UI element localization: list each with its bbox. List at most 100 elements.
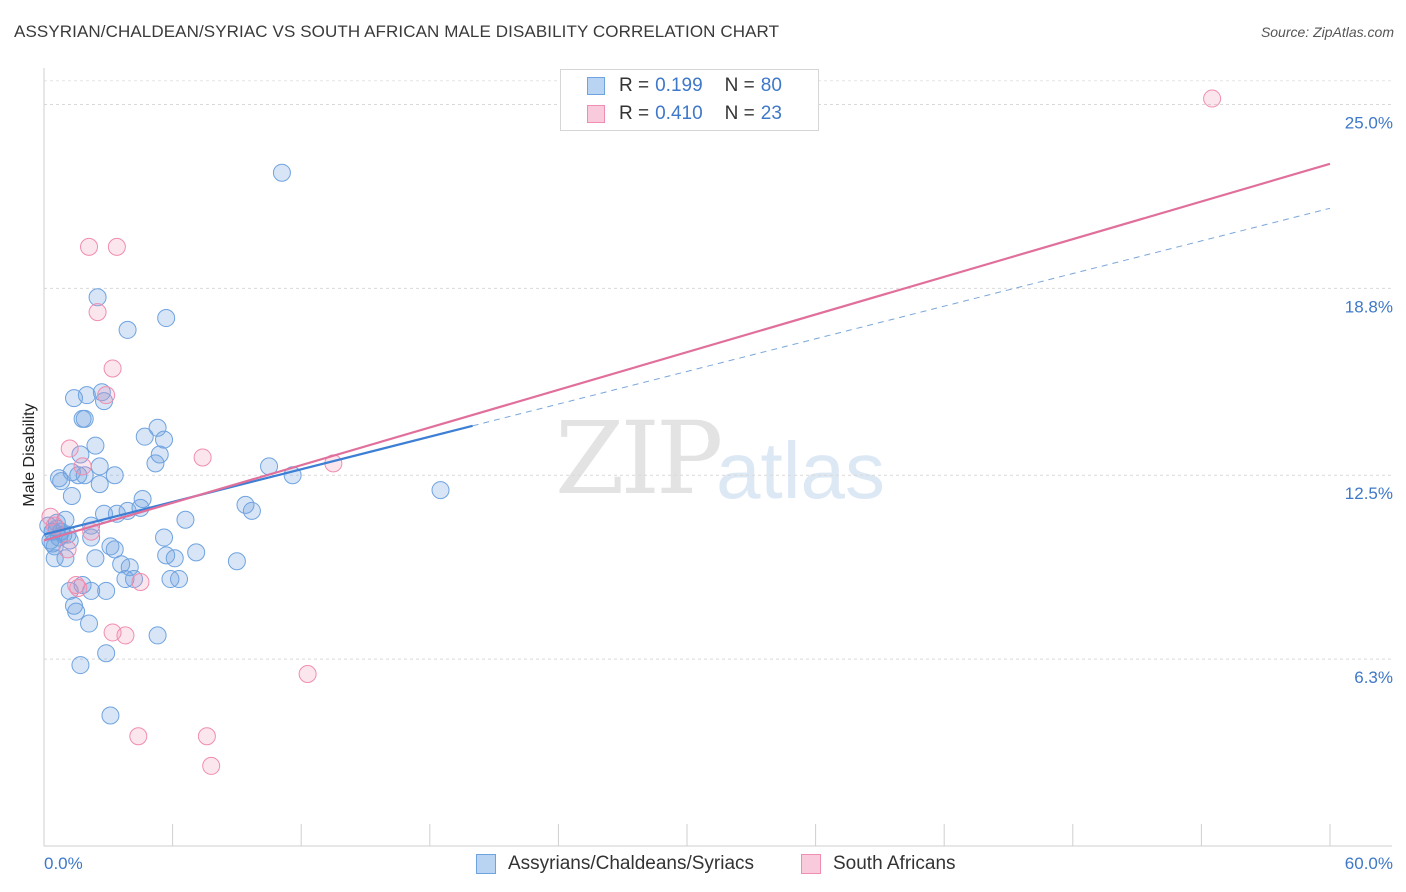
data-point-assyrians: [227, 552, 246, 571]
legend-r-label: R =: [619, 75, 650, 96]
data-point-assyrians: [148, 418, 167, 437]
x-tick-label: 60.0%: [1345, 854, 1393, 873]
data-point-assyrians: [101, 706, 120, 725]
data-point-south-africans: [131, 573, 150, 592]
y-tick-label: 18.8%: [1345, 297, 1393, 316]
data-point-south-africans: [60, 439, 79, 458]
series-legend-item-assyrians: Assyrians/Chaldeans/Syriacs: [476, 853, 754, 875]
series-legend: Assyrians/Chaldeans/Syriacs South Africa…: [0, 853, 1406, 877]
legend-n-label: N =: [724, 103, 755, 124]
data-point-assyrians: [90, 457, 109, 476]
data-point-assyrians: [105, 466, 124, 485]
data-point-assyrians: [80, 614, 99, 633]
data-point-assyrians: [67, 602, 86, 621]
series-legend-item-south-africans: South Africans: [801, 853, 956, 875]
data-point-assyrians: [135, 427, 154, 446]
legend-r-value: 0.199: [655, 75, 703, 96]
data-point-south-africans: [193, 448, 212, 467]
data-point-assyrians: [56, 549, 75, 568]
data-point-assyrians: [75, 409, 94, 428]
watermark-atlas: atlas: [716, 426, 885, 515]
trend-line-assyrians: [43, 424, 473, 536]
data-point-assyrians: [431, 481, 450, 500]
series-legend-label: Assyrians/Chaldeans/Syriacs: [508, 853, 755, 874]
source-credit: Source: ZipAtlas.com: [1260, 24, 1394, 40]
legend-r-value: 0.410: [655, 103, 703, 124]
data-point-assyrians: [52, 472, 71, 491]
data-point-assyrians: [187, 543, 206, 562]
data-point-assyrians: [45, 549, 64, 568]
data-point-assyrians: [272, 163, 291, 182]
legend-row-assyrians: R = 0.199 N = 80: [587, 73, 782, 99]
data-point-assyrians: [97, 644, 116, 663]
trend-lines: [43, 162, 1331, 542]
data-point-south-africans: [58, 540, 77, 559]
correlation-legend: R = 0.199 N = 80 R = 0.410 N = 23: [560, 69, 819, 131]
data-point-south-africans: [107, 237, 126, 256]
trend-line-assyrians-extension: [472, 207, 1331, 427]
legend-n-value: 23: [760, 103, 782, 124]
data-point-assyrians: [97, 581, 116, 600]
tick-labels: 6.3% 12.5% 18.8% 25.0% 0.0% 60.0% Male Disabil…: [21, 113, 1393, 873]
data-point-assyrians: [75, 466, 94, 485]
legend-n-label: N =: [724, 75, 755, 96]
data-point-assyrians: [242, 501, 261, 520]
legend-swatch-pink: [587, 105, 605, 123]
data-point-south-africans: [73, 457, 92, 476]
data-point-assyrians: [146, 454, 165, 473]
watermark-zip: ZIP: [555, 400, 723, 517]
data-point-assyrians: [170, 570, 189, 589]
data-point-assyrians: [150, 445, 169, 464]
data-point-south-africans: [80, 237, 99, 256]
axes: [43, 68, 1392, 847]
trend-line-south-africans: [43, 162, 1331, 542]
data-point-assyrians: [165, 549, 184, 568]
data-point-south-africans: [103, 359, 122, 378]
data-point-assyrians: [86, 549, 105, 568]
chart-title: ASSYRIAN/CHALDEAN/SYRIAC VS SOUTH AFRICA…: [14, 22, 780, 41]
data-point-assyrians: [69, 466, 88, 485]
data-point-assyrians: [90, 475, 109, 494]
legend-row-south-africans: R = 0.410 N = 23: [587, 101, 782, 127]
y-tick-label: 12.5%: [1345, 484, 1393, 503]
data-point-south-africans: [116, 626, 135, 645]
data-point-south-africans: [197, 727, 216, 746]
data-point-assyrians: [155, 528, 174, 547]
data-point-south-africans: [97, 386, 116, 405]
data-point-assyrians: [118, 320, 137, 339]
data-point-south-africans: [298, 664, 317, 683]
series-swatch-blue: [476, 854, 496, 874]
data-point-assyrians: [157, 309, 176, 328]
data-point-assyrians: [88, 288, 107, 307]
data-point-south-africans: [129, 727, 148, 746]
y-axis-label: Male Disability: [21, 403, 38, 506]
y-tick-label: 25.0%: [1345, 113, 1393, 132]
data-point-assyrians: [155, 430, 174, 449]
data-point-assyrians: [62, 487, 81, 506]
data-points: [39, 89, 1222, 775]
data-point-south-africans: [67, 575, 86, 594]
data-point-assyrians: [71, 656, 90, 675]
data-point-assyrians: [86, 436, 105, 455]
data-point-assyrians: [133, 489, 152, 508]
series-legend-label: South Africans: [833, 853, 956, 874]
data-point-south-africans: [41, 507, 60, 526]
data-point-south-africans: [1203, 89, 1222, 108]
x-tick-label: 0.0%: [44, 854, 83, 873]
data-point-assyrians: [77, 386, 96, 405]
data-point-south-africans: [69, 578, 88, 597]
legend-n-value: 80: [760, 75, 782, 96]
data-point-assyrians: [148, 626, 167, 645]
data-point-assyrians: [120, 558, 139, 577]
legend-swatch-blue: [587, 77, 605, 95]
data-point-assyrians: [176, 510, 195, 529]
data-point-south-africans: [202, 756, 221, 775]
legend-r-label: R =: [619, 103, 650, 124]
data-point-south-africans: [88, 303, 107, 322]
y-tick-label: 6.3%: [1354, 668, 1393, 687]
data-point-assyrians: [71, 445, 90, 464]
gridlines: [44, 80, 1392, 660]
series-swatch-pink: [801, 854, 821, 874]
data-point-assyrians: [105, 540, 124, 559]
